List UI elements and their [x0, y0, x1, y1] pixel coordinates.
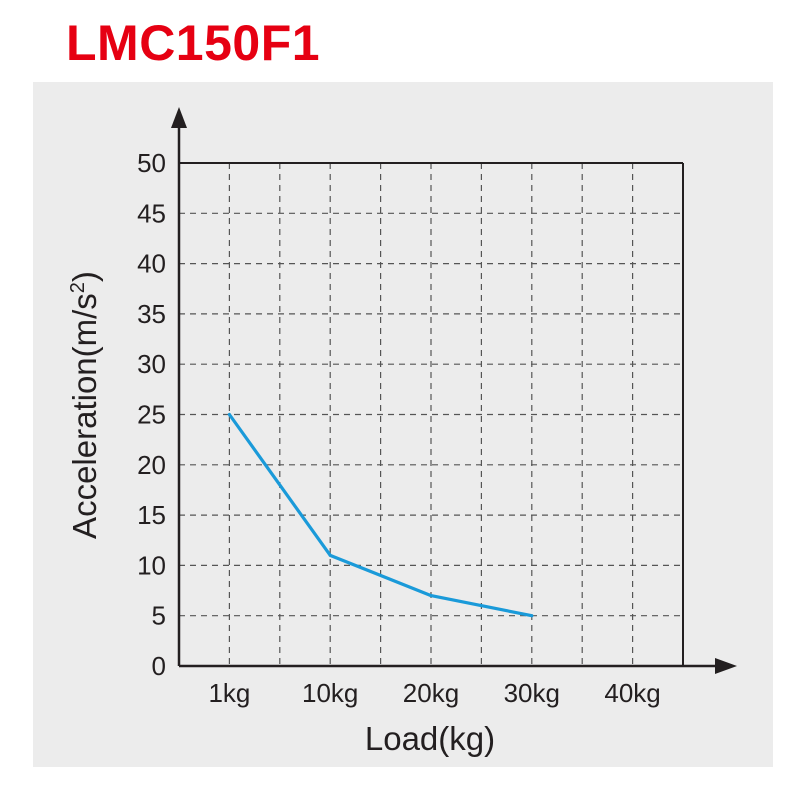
y-tick-label: 15	[137, 500, 166, 530]
y-tick-label: 5	[152, 601, 166, 631]
plot-frame	[179, 162, 684, 666]
y-axis-label-superscript: 2	[67, 282, 89, 293]
y-tick-label: 0	[152, 651, 166, 681]
data-point	[429, 594, 433, 598]
y-axis-arrow	[171, 107, 187, 128]
x-axis-arrow	[715, 658, 737, 674]
y-tick-label: 30	[137, 349, 166, 379]
y-tick-label: 50	[137, 148, 166, 178]
x-tick-label: 1kg	[208, 678, 250, 708]
x-tick-label: 10kg	[302, 678, 358, 708]
data-point	[530, 614, 534, 618]
data-point	[328, 553, 332, 557]
series-line	[227, 412, 534, 618]
y-axis-label: Acceleration(m/s2)	[66, 271, 103, 539]
y-axis-label-main: Acceleration(m/s	[66, 293, 103, 539]
y-tick-label: 20	[137, 450, 166, 480]
x-tick-label: 30kg	[504, 678, 560, 708]
chart-title: LMC150F1	[66, 15, 321, 71]
y-tick-label: 45	[137, 198, 166, 228]
y-tick-label: 40	[137, 249, 166, 279]
x-tick-label: 40kg	[604, 678, 660, 708]
data-point	[227, 413, 231, 416]
y-axis-label-close: )	[66, 271, 103, 282]
series-layer	[227, 412, 534, 618]
x-tick-labels: 1kg 10kg 20kg 30kg 40kg	[208, 678, 660, 708]
y-tick-label: 35	[137, 299, 166, 329]
y-tick-label: 25	[137, 400, 166, 430]
x-tick-label: 20kg	[403, 678, 459, 708]
grid-lines	[179, 163, 683, 666]
axes	[171, 107, 737, 674]
y-tick-labels: 0 5 10 15 20 25 30 35 40 45 50	[137, 148, 166, 681]
y-tick-label: 10	[137, 550, 166, 580]
x-axis-label: Load(kg)	[365, 720, 495, 757]
chart-panel	[33, 82, 773, 767]
